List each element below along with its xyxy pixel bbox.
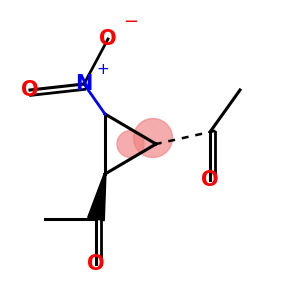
Text: +: +	[96, 61, 109, 76]
Circle shape	[117, 130, 144, 158]
Text: O: O	[99, 29, 117, 49]
Text: O: O	[87, 254, 105, 274]
Text: O: O	[21, 80, 39, 100]
Circle shape	[134, 118, 172, 158]
Text: −: −	[123, 14, 138, 32]
Text: O: O	[201, 170, 219, 190]
Polygon shape	[88, 174, 106, 220]
Text: N: N	[75, 74, 93, 94]
